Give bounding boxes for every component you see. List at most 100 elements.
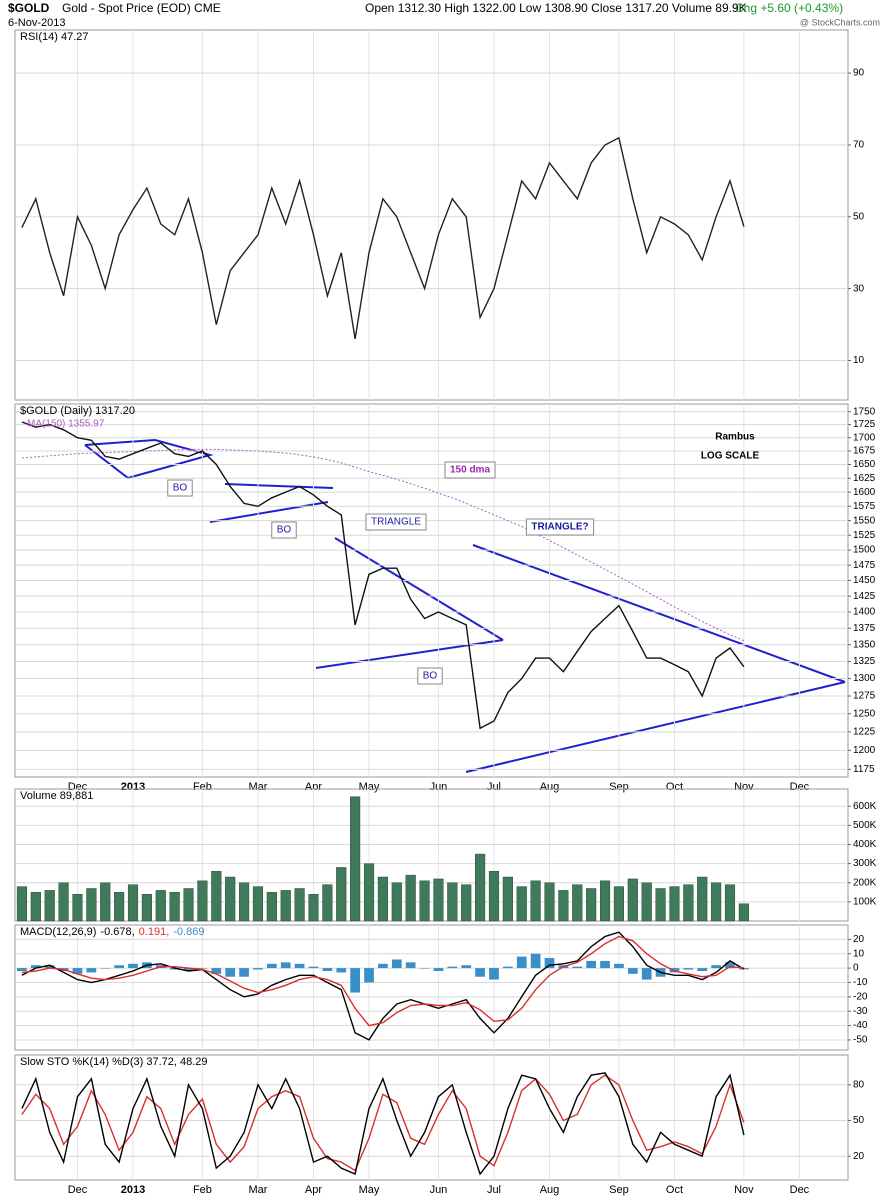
y-tick-label: 50: [853, 211, 865, 222]
bar: [599, 880, 611, 922]
trend-line: [84, 438, 214, 480]
bar: [294, 888, 305, 922]
bar: [100, 882, 111, 922]
trend-line: [465, 681, 846, 773]
y-tick-label: 1250: [853, 708, 876, 719]
x-tick-label: Dec: [790, 1184, 810, 1196]
y-tick-label: 1375: [853, 623, 876, 634]
trend-line: [224, 483, 334, 489]
x-tick-label: 2013: [121, 1184, 145, 1196]
panel-frame: [14, 788, 849, 922]
bar: [280, 962, 291, 969]
bar: [100, 968, 111, 969]
bar: [128, 963, 138, 969]
panel-frame: [14, 403, 849, 778]
bar: [225, 968, 236, 977]
y-tick-label: 500K: [853, 820, 877, 831]
bar: [378, 963, 388, 969]
x-tick-label: Jun: [430, 1184, 448, 1196]
bar: [155, 890, 166, 922]
bar: [405, 874, 416, 922]
x-tick-label: 2013: [121, 781, 145, 793]
bar: [336, 968, 347, 973]
symbol: $GOLD: [8, 1, 50, 15]
x-tick-label: Sep: [609, 781, 629, 793]
bar: [377, 876, 388, 922]
bar: [169, 892, 180, 922]
annotation: TRIANGLE?: [531, 522, 588, 533]
y-tick-label: 1300: [853, 673, 876, 684]
x-tick-label: Dec: [68, 781, 88, 793]
x-tick-label: Feb: [193, 781, 212, 793]
bar: [544, 882, 555, 922]
bar: [558, 890, 569, 922]
y-tick-label: 20: [853, 934, 865, 945]
series-line: [21, 136, 745, 340]
y-tick-label: 600K: [853, 801, 877, 812]
x-tick-label: Dec: [790, 781, 810, 793]
y-tick-label: 1175: [853, 764, 875, 775]
y-tick-label: 10: [853, 948, 865, 959]
bar: [697, 968, 708, 971]
annotation-box: [444, 461, 496, 479]
bar: [530, 880, 541, 922]
bar: [364, 968, 374, 983]
y-tick-label: 1275: [853, 691, 876, 702]
bar: [58, 882, 69, 922]
y-tick-label: 100K: [853, 897, 877, 908]
panel-title: Volume 89,881: [20, 790, 93, 802]
bar: [280, 890, 291, 922]
trend-line: [472, 544, 846, 683]
bar: [669, 886, 680, 922]
bar: [266, 963, 277, 969]
panel-frame: [14, 1054, 849, 1181]
series-line: [21, 1072, 745, 1176]
y-tick-label: 1325: [853, 656, 876, 667]
bar: [114, 892, 125, 922]
bar: [44, 890, 55, 922]
bar: [391, 882, 402, 922]
x-tick-label: Mar: [248, 1184, 267, 1196]
trend-line: [334, 537, 504, 641]
annotation: LOG SCALE: [701, 451, 760, 462]
y-tick-label: 1600: [853, 487, 876, 498]
legend-entry: -0.869: [173, 926, 204, 938]
x-tick-label: Oct: [666, 1184, 683, 1196]
bar: [363, 863, 375, 922]
bar: [433, 968, 444, 971]
bar: [211, 968, 222, 974]
series-line: [21, 931, 745, 1041]
x-tick-label: May: [359, 781, 380, 793]
y-tick-label: 1425: [853, 591, 876, 602]
bar: [72, 968, 83, 974]
y-tick-label: 1475: [853, 560, 876, 571]
instrument-name: Gold - Spot Price (EOD) CME: [62, 1, 221, 15]
quote: Open 1312.30 High 1322.00 Low 1308.90 Cl…: [365, 1, 747, 15]
bar: [641, 882, 652, 922]
bar: [627, 878, 638, 922]
y-tick-label: 0: [853, 963, 859, 974]
bar: [475, 853, 486, 922]
x-tick-label: Jul: [487, 1184, 501, 1196]
y-tick-label: 20: [853, 1151, 865, 1162]
annotation-box: [525, 518, 595, 536]
bar: [141, 894, 152, 922]
panel-title: $GOLD (Daily) 1317.20: [20, 405, 135, 417]
x-tick-label: Mar: [248, 781, 267, 793]
annotation: 150 dma: [450, 465, 490, 476]
y-tick-label: 1225: [853, 727, 876, 738]
bar: [433, 878, 444, 922]
y-tick-label: -20: [853, 991, 868, 1002]
bar: [114, 965, 124, 969]
bar: [725, 962, 735, 969]
y-tick-label: 1700: [853, 432, 876, 443]
bar: [530, 953, 541, 969]
panel-title: MACD(12,26,9): [20, 926, 96, 938]
series-line: [21, 935, 744, 1027]
series-line: [21, 421, 745, 730]
x-tick-label: Apr: [305, 781, 322, 793]
legend-entry: MA(150) 1355.97: [27, 419, 105, 430]
bar: [308, 966, 319, 969]
y-tick-label: 30: [853, 283, 865, 294]
